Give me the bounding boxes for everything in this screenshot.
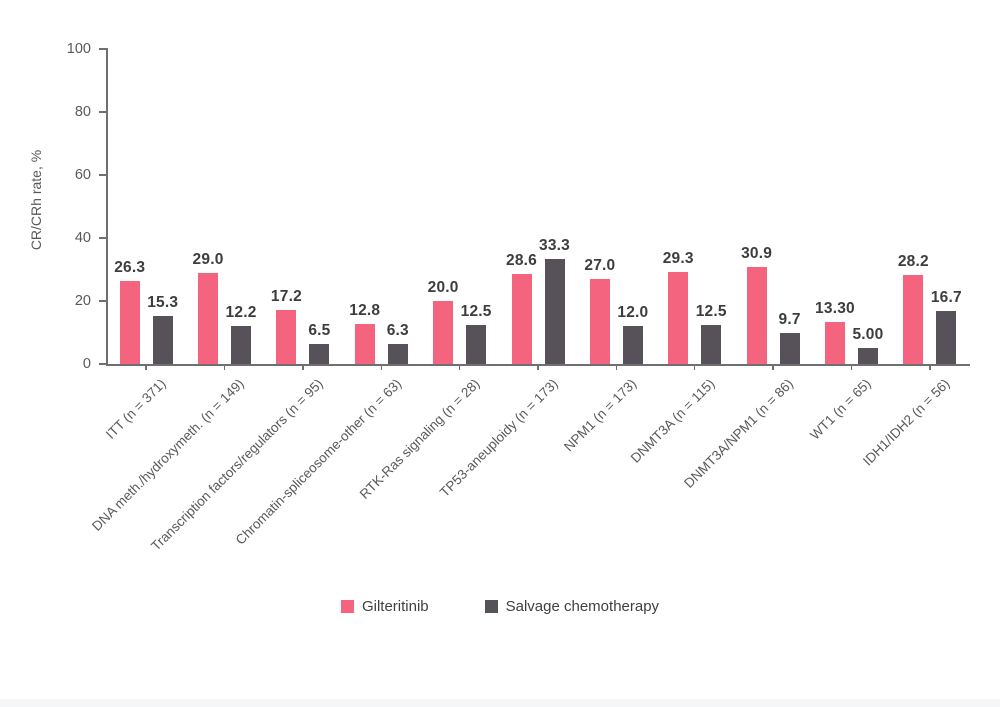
bar-salvage-chemotherapy <box>779 333 800 364</box>
bar-value-label: 20.0 <box>427 279 459 296</box>
bar-salvage-chemotherapy <box>466 324 487 364</box>
bar-gilteritinib <box>668 271 689 364</box>
x-axis-tick <box>302 364 304 370</box>
bar-gilteritinib <box>511 273 532 364</box>
bar-value-label: 28.2 <box>897 253 929 271</box>
bar-value-label: 29.0 <box>192 250 224 268</box>
bar-value-label: 6.3 <box>386 322 409 340</box>
bar-gilteritinib <box>824 322 845 364</box>
y-axis-tick <box>99 300 106 302</box>
y-axis-tick-label: 60 <box>74 167 91 183</box>
bar-salvage-chemotherapy <box>309 343 330 364</box>
bar-gilteritinib <box>746 266 767 364</box>
bar-salvage-chemotherapy <box>622 326 643 364</box>
x-axis-tick-label: ITT (n = 371) <box>102 376 169 442</box>
legend-swatch-salvage-chemotherapy-icon <box>484 600 498 613</box>
legend-label-salvage-chemotherapy: Salvage chemotherapy <box>505 598 660 615</box>
bar-gilteritinib <box>354 323 375 364</box>
bar-value-label: 12.8 <box>349 301 381 319</box>
x-axis-tick <box>772 364 774 370</box>
y-axis-tick <box>99 174 106 176</box>
bar-value-label: 13.30 <box>815 300 855 318</box>
bar-value-label: 33.3 <box>539 237 570 255</box>
x-axis-tick-label: Transcription factors/regulators (n = 95… <box>147 376 326 554</box>
x-axis-tick-label: Chromatin-spliceosome-other (n = 63) <box>232 376 404 548</box>
bar-salvage-chemotherapy <box>701 324 722 364</box>
y-axis-tick-label: 0 <box>82 356 91 372</box>
bar-value-label: 12.5 <box>460 302 492 320</box>
x-axis-tick <box>145 364 147 370</box>
bar-value-label: 12.2 <box>225 303 257 321</box>
legend: Gilteritinib Salvage chemotherapy <box>0 598 1000 615</box>
plot-area: 26.3 15.3 29.0 12.2 17.2 6.5 12.8 6.3 20.0 12.5 28… <box>107 49 969 370</box>
legend-label-gilteritinib: Gilteritinib <box>361 598 429 615</box>
bar-gilteritinib <box>198 272 219 364</box>
bar-value-label: 30.9 <box>741 244 773 262</box>
y-axis-tick-label: 100 <box>66 41 91 57</box>
bar-gilteritinib <box>119 281 140 364</box>
bar-gilteritinib <box>276 309 297 364</box>
x-axis-tick-label: DNA meth./hydroxymeth. (n = 149) <box>89 376 248 534</box>
x-axis-tick-label: WT1 (n = 65) <box>807 376 875 443</box>
legend-item-gilteritinib: Gilteritinib <box>340 598 429 615</box>
bar-value-label: 28.6 <box>506 251 537 269</box>
legend-swatch-gilteritinib-icon <box>340 600 354 613</box>
x-axis-labels: ITT (n = 371) DNA meth./hydroxymeth. (n =… <box>89 364 969 604</box>
x-axis-tick <box>380 364 383 370</box>
x-axis-tick <box>537 364 539 370</box>
bar-value-label: 16.7 <box>930 289 962 307</box>
bar-value-label: 6.5 <box>308 321 331 339</box>
bottom-strip <box>0 699 1000 707</box>
x-axis-tick-label: DNMT3A (n = 115) <box>627 376 718 466</box>
x-axis-tick <box>693 364 696 370</box>
legend-item-salvage-chemotherapy: Salvage chemotherapy <box>484 598 660 615</box>
x-axis-tick <box>929 364 931 370</box>
bar-salvage-chemotherapy <box>231 325 252 364</box>
x-axis-tick-label: IDH1/IDH2 (n = 56) <box>859 376 953 469</box>
bar-value-label: 29.3 <box>662 249 694 267</box>
bar-value-label: 5.00 <box>852 326 884 344</box>
x-axis-tick <box>223 364 226 370</box>
y-axis-tick <box>99 363 106 365</box>
bar-salvage-chemotherapy <box>936 311 957 364</box>
bar-gilteritinib <box>903 275 924 364</box>
bar-salvage-chemotherapy <box>387 344 408 364</box>
y-axis-tick-label: 40 <box>74 230 91 246</box>
bar-salvage-chemotherapy <box>152 315 173 364</box>
bar-gilteritinib <box>433 301 454 364</box>
bar-value-label: 27.0 <box>584 256 616 274</box>
bar-salvage-chemotherapy <box>857 348 878 364</box>
bar-value-label: 9.7 <box>778 311 801 329</box>
y-axis-line <box>106 48 108 365</box>
x-axis-tick <box>850 364 853 370</box>
bar-gilteritinib <box>589 278 610 364</box>
y-axis-tick <box>99 48 106 50</box>
bar-value-label: 17.2 <box>270 287 302 305</box>
bar-salvage-chemotherapy <box>544 259 565 364</box>
x-axis-tick <box>458 364 461 370</box>
bar-value-label: 15.3 <box>147 293 179 311</box>
bar-value-label: 12.5 <box>695 302 727 320</box>
bar-value-label: 12.0 <box>617 304 649 322</box>
y-axis-tick <box>99 237 106 239</box>
y-axis-tick-label: 80 <box>74 104 91 120</box>
y-axis-tick-label: 20 <box>74 293 91 309</box>
x-axis-tick <box>615 364 618 370</box>
x-axis-tick-label: NPM1 (n = 173) <box>560 376 639 455</box>
bar-value-label: 26.3 <box>114 259 146 277</box>
y-axis-tick <box>99 111 106 113</box>
y-axis: 0 20 40 60 80 100 <box>0 41 106 372</box>
